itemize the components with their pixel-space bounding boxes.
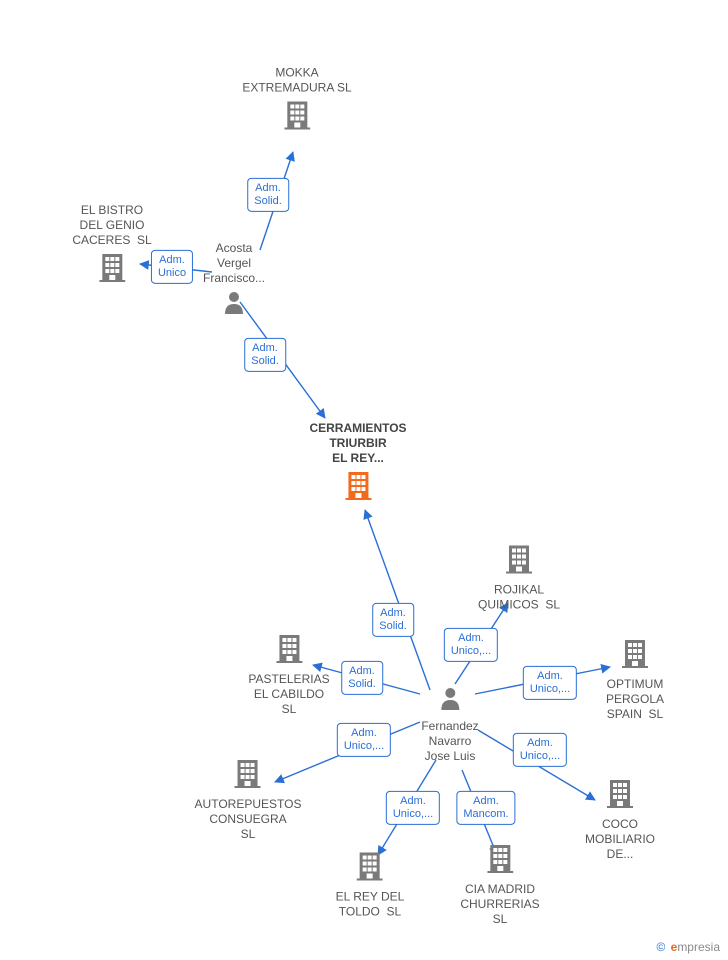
edge-label: Adm. Unico,... bbox=[386, 791, 440, 825]
edge-label: Adm. Solid. bbox=[372, 603, 414, 637]
edge-label: Adm. Solid. bbox=[341, 661, 383, 695]
edge-label: Adm. Unico,... bbox=[523, 666, 577, 700]
brand-rest: mpresia bbox=[677, 940, 720, 954]
edge-label: Adm. Unico,... bbox=[337, 723, 391, 757]
copyright-symbol: © bbox=[656, 940, 665, 954]
edge-label: Adm. Unico,... bbox=[513, 733, 567, 767]
copyright: © empresia bbox=[656, 940, 720, 954]
edges-layer bbox=[0, 0, 728, 960]
diagram-canvas: MOKKA EXTREMADURA SL EL BISTRO DEL GENIO… bbox=[0, 0, 728, 960]
edge-label: Adm. Solid. bbox=[247, 178, 289, 212]
edge-label: Adm. Unico,... bbox=[444, 628, 498, 662]
edge-label: Adm. Mancom. bbox=[456, 791, 515, 825]
edge-label: Adm. Solid. bbox=[244, 338, 286, 372]
edge-label: Adm. Unico bbox=[151, 250, 193, 284]
